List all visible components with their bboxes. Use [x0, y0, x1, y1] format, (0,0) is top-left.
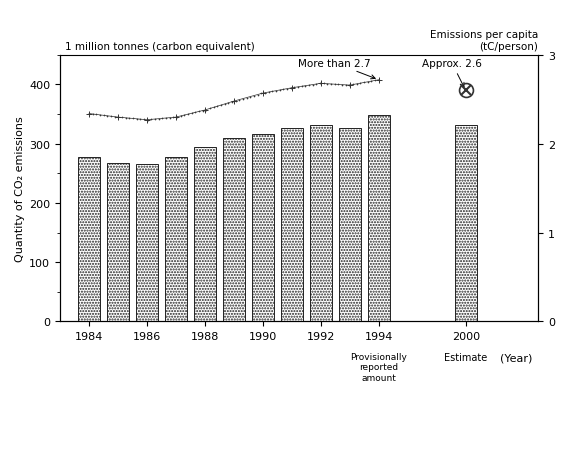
Bar [107, 163, 129, 322]
Text: Provisionally
reported
amount: Provisionally reported amount [351, 352, 407, 382]
Text: Approx. 2.6: Approx. 2.6 [422, 59, 482, 88]
Bar [136, 164, 158, 322]
Bar [455, 125, 477, 322]
Text: Estimate: Estimate [444, 352, 487, 363]
Bar [281, 129, 303, 322]
Text: 1 million tonnes (carbon equivalent): 1 million tonnes (carbon equivalent) [65, 42, 255, 52]
Bar [194, 147, 216, 322]
Bar [223, 139, 245, 322]
Text: More than 2.7: More than 2.7 [298, 58, 375, 80]
Bar [339, 129, 361, 322]
Bar [310, 126, 332, 322]
Text: (Year): (Year) [500, 352, 533, 363]
Bar [165, 157, 187, 322]
Text: Emissions per capita
(tC/person): Emissions per capita (tC/person) [430, 30, 538, 52]
Y-axis label: Quantity of CO₂ emissions: Quantity of CO₂ emissions [15, 116, 25, 262]
Bar [252, 134, 274, 322]
Bar [78, 158, 100, 322]
Bar [368, 116, 390, 322]
